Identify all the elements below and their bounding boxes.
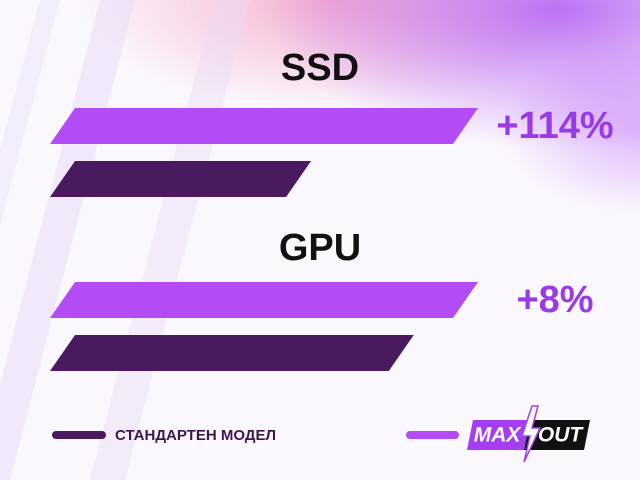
value-label: +8% (516, 279, 593, 321)
bar (50, 335, 414, 371)
category-label: SSD (281, 47, 359, 89)
legend-label: СТАНДАРТЕН МОДЕЛ (115, 427, 276, 444)
bar (50, 161, 312, 197)
bar (50, 108, 478, 144)
logo-bg (467, 420, 530, 450)
legend-label: MAX OUT (474, 424, 585, 447)
decor-stripe (0, 0, 60, 225)
category-label: GPU (279, 227, 361, 269)
bar (50, 282, 478, 318)
logo-bolt (520, 405, 542, 463)
value-label: +114% (496, 105, 613, 147)
